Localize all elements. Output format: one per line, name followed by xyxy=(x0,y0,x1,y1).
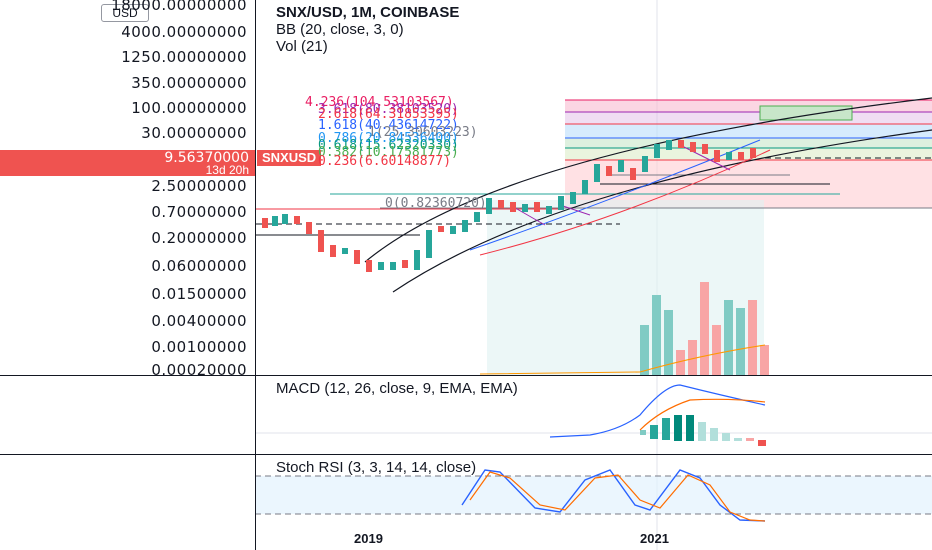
price-tick: 18000.00000000 xyxy=(111,0,247,14)
volume-bars xyxy=(640,282,769,375)
stoch-rsi-title[interactable]: Stoch RSI (3, 3, 14, 14, close) xyxy=(276,459,477,476)
price-tick: 0.20000000 xyxy=(151,229,247,247)
fib-zone xyxy=(565,124,932,138)
bb-basis xyxy=(479,149,771,256)
price-tick: 30.00000000 xyxy=(141,124,247,142)
price-tick: 4000.00000000 xyxy=(121,23,247,41)
bar-countdown: 13d 20h xyxy=(205,163,249,177)
fib-label: 4.236(104.53103567) xyxy=(305,95,454,110)
current-price-tag: 9.56370000 13d 20h xyxy=(0,150,255,177)
stoch-k xyxy=(461,469,766,522)
fib-label: 0.618(15.62320330) xyxy=(318,138,459,153)
symbol-price-tag: SNXUSD xyxy=(257,150,322,166)
price-tick: 0.00020000 xyxy=(151,361,247,379)
pane-divider[interactable] xyxy=(0,375,932,376)
price-tick: 350.00000000 xyxy=(131,74,247,92)
price-tick: 0.06000000 xyxy=(151,257,247,275)
price-tick: 0.70000000 xyxy=(151,203,247,221)
range-zone xyxy=(487,200,764,375)
symbol-title[interactable]: SNX/USD, 1M, COINBASE xyxy=(276,4,460,21)
target-box xyxy=(759,105,853,121)
macd-histogram xyxy=(640,415,766,446)
price-tick: 2.50000000 xyxy=(151,177,247,195)
fan-line xyxy=(559,204,591,216)
macd-signal xyxy=(639,398,766,431)
time-label: 2021 xyxy=(640,531,669,546)
fan-line xyxy=(679,144,731,171)
price-axis[interactable]: USD 18000.00000000 4000.00000000 1250.00… xyxy=(0,0,255,379)
volume-ma xyxy=(479,344,766,375)
fib-label: 3.618(80.38103520) xyxy=(318,102,459,117)
currency-badge[interactable]: USD xyxy=(101,4,149,22)
fib-label: 0.236(6.60148877) xyxy=(318,154,452,169)
fib-label: 2.618(64.31853395) xyxy=(318,107,459,122)
channel-lower xyxy=(392,129,932,293)
macd-title[interactable]: MACD (12, 26, close, 9, EMA, EMA) xyxy=(276,380,518,397)
macd-line xyxy=(549,384,766,438)
fib-label: 0.786(20.84536400) xyxy=(318,131,459,146)
axis-divider xyxy=(255,0,256,550)
price-tick: 0.01500000 xyxy=(151,285,247,303)
bb-indicator-label[interactable]: BB (20, close, 3, 0) xyxy=(276,21,404,38)
price-tick: 100.00000000 xyxy=(131,99,247,117)
chart-legend[interactable]: SNX/USD, 1M, COINBASE BB (20, close, 3, … xyxy=(276,4,459,55)
current-price: 9.56370000 xyxy=(164,150,249,166)
fib-label: 0.382(10.17581773) xyxy=(318,145,459,160)
fib-zone xyxy=(565,112,932,124)
stoch-d xyxy=(469,471,766,522)
fib-label: 0(0.82360720) xyxy=(385,196,487,211)
channel-upper xyxy=(364,97,932,263)
price-tick: 0.00400000 xyxy=(151,312,247,330)
fib-label: 1(25.30603223) xyxy=(368,125,478,140)
fib-zone xyxy=(565,138,932,148)
vol-indicator-label[interactable]: Vol (21) xyxy=(276,38,328,55)
stoch-band xyxy=(255,476,932,514)
fib-label: 1.618(40.43614722) xyxy=(318,118,459,133)
fib-zone xyxy=(565,100,932,112)
candles xyxy=(262,140,756,272)
pane-divider[interactable] xyxy=(0,454,932,455)
price-tick: 0.00100000 xyxy=(151,338,247,356)
price-tick: 1250.00000000 xyxy=(121,48,247,66)
time-label: 2019 xyxy=(354,531,383,546)
